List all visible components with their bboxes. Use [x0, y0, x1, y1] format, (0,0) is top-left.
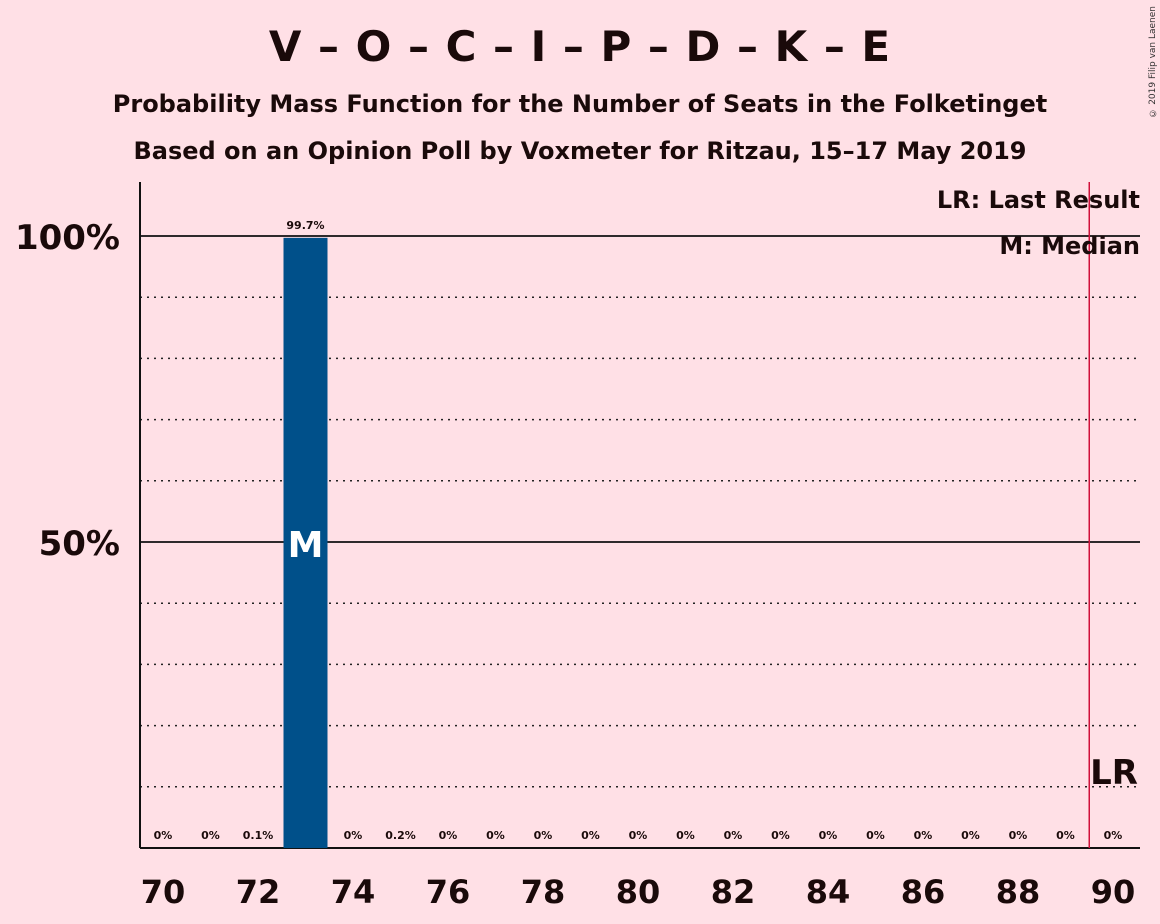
chart-title: V – O – C – I – P – D – K – E [268, 22, 892, 71]
data-label-72: 0.1% [243, 829, 274, 842]
x-tick-label-70: 70 [141, 873, 186, 911]
chart-subtitle: Probability Mass Function for the Number… [112, 90, 1048, 118]
median-marker: M [288, 525, 324, 566]
x-tick-label-84: 84 [806, 873, 851, 911]
data-label-87: 0% [961, 829, 980, 842]
x-tick-label-78: 78 [521, 873, 566, 911]
x-tick-label-74: 74 [331, 873, 376, 911]
x-tick-label-88: 88 [996, 873, 1041, 911]
last-result-marker: LR [1090, 753, 1138, 793]
data-label-74: 0% [344, 829, 363, 842]
data-label-73: 99.7% [286, 219, 324, 232]
y-tick-label-100: 100% [15, 218, 120, 258]
data-label-85: 0% [866, 829, 885, 842]
data-label-80: 0% [629, 829, 648, 842]
x-tick-label-90: 90 [1091, 873, 1136, 911]
legend-last-result: LR: Last Result [936, 186, 1140, 214]
y-tick-label-50: 50% [39, 524, 120, 564]
x-tick-label-72: 72 [236, 873, 281, 911]
x-tick-label-76: 76 [426, 873, 471, 911]
x-tick-label-80: 80 [616, 873, 661, 911]
data-label-77: 0% [486, 829, 505, 842]
data-label-88: 0% [1009, 829, 1028, 842]
data-label-76: 0% [439, 829, 458, 842]
data-label-75: 0.2% [385, 829, 416, 842]
legend-median: M: Median [999, 232, 1140, 260]
data-label-71: 0% [201, 829, 220, 842]
data-label-78: 0% [534, 829, 553, 842]
bar-73 [283, 237, 328, 848]
data-label-81: 0% [676, 829, 695, 842]
data-label-79: 0% [581, 829, 600, 842]
data-label-89: 0% [1056, 829, 1075, 842]
data-label-86: 0% [914, 829, 933, 842]
data-label-70: 0% [154, 829, 173, 842]
data-label-84: 0% [819, 829, 838, 842]
data-label-83: 0% [771, 829, 790, 842]
x-tick-label-82: 82 [711, 873, 756, 911]
data-label-90: 0% [1104, 829, 1123, 842]
x-tick-label-86: 86 [901, 873, 946, 911]
chart-subtitle-source: Based on an Opinion Poll by Voxmeter for… [133, 137, 1027, 165]
data-label-82: 0% [724, 829, 743, 842]
